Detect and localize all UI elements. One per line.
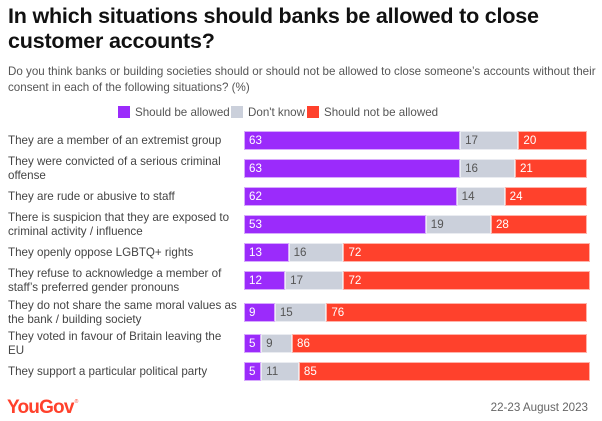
data-label-don-t-know: 14 (461, 190, 475, 203)
data-label-should-not-be-allowed: 20 (523, 134, 537, 147)
data-label-should-not-be-allowed: 85 (303, 365, 317, 378)
legend-label: Should be allowed (135, 105, 230, 119)
data-label-don-t-know: 17 (465, 134, 478, 147)
data-label-don-t-know: 9 (266, 337, 273, 350)
data-label-should-not-be-allowed: 86 (297, 337, 310, 350)
bar-don-t-know (456, 187, 505, 206)
legend-item-dont-know: Don't know (231, 104, 305, 120)
data-label-should-be-allowed: 63 (249, 162, 262, 175)
bar-should-not-be-allowed (326, 303, 587, 322)
legend: Should be allowed Don't know Should not … (0, 104, 602, 120)
legend-swatch-should-not-be-allowed (307, 106, 319, 118)
bar-should-be-allowed (244, 187, 457, 206)
bar-should-not-be-allowed (514, 159, 587, 178)
legend-label: Don't know (248, 105, 305, 119)
category-label: They openly oppose LGBTQ+ rights (8, 245, 194, 259)
bar-should-not-be-allowed (490, 215, 587, 234)
legend-swatch-should-be-allowed (118, 106, 130, 118)
bar-don-t-know (285, 271, 344, 290)
category-label: They do not share the same moral values … (8, 298, 237, 326)
bar-should-not-be-allowed (343, 271, 591, 290)
legend-label: Should not be allowed (324, 105, 439, 119)
data-label-should-be-allowed: 63 (249, 134, 262, 147)
bar-don-t-know (261, 334, 292, 353)
data-label-should-not-be-allowed: 72 (348, 246, 362, 259)
bar-should-not-be-allowed (292, 334, 587, 353)
data-label-should-be-allowed: 12 (249, 274, 262, 287)
category-label: There is suspicion that they are exposed… (8, 210, 230, 238)
bar-should-be-allowed (244, 131, 461, 150)
data-label-should-not-be-allowed: 72 (348, 274, 362, 287)
bar-should-not-be-allowed (518, 131, 587, 150)
data-label-don-t-know: 11 (266, 365, 279, 378)
bar-don-t-know (425, 215, 491, 234)
bar-don-t-know (261, 362, 299, 381)
bar-should-be-allowed (244, 362, 262, 381)
data-label-should-not-be-allowed: 76 (331, 306, 345, 319)
chart-subtitle: Do you think banks or building societies… (8, 65, 596, 94)
data-label-should-be-allowed: 9 (249, 306, 256, 319)
bar-don-t-know (460, 131, 519, 150)
bar-should-be-allowed (244, 334, 262, 353)
data-label-don-t-know: 16 (465, 162, 478, 175)
bar-should-not-be-allowed (504, 187, 587, 206)
chart-title: In which situations should banks be allo… (8, 4, 539, 53)
category-label: They were convicted of a serious crimina… (8, 154, 221, 182)
data-label-should-not-be-allowed: 24 (509, 190, 523, 203)
bar-don-t-know (288, 243, 344, 262)
data-label-should-be-allowed: 13 (249, 246, 262, 259)
data-label-don-t-know: 17 (290, 274, 304, 287)
legend-item-should-be-allowed: Should be allowed (118, 104, 230, 120)
brand-name: YouGov (7, 397, 74, 418)
category-label: They are rude or abusive to staff (8, 189, 175, 203)
legend-swatch-dont-know (231, 106, 243, 118)
data-label-don-t-know: 19 (430, 218, 444, 231)
data-label-should-be-allowed: 53 (249, 218, 262, 231)
category-label: They are a member of an extremist group (8, 133, 222, 147)
bar-should-be-allowed (244, 271, 286, 290)
data-label-should-not-be-allowed: 28 (495, 218, 509, 231)
bar-should-not-be-allowed (298, 362, 591, 381)
data-label-don-t-know: 16 (293, 246, 307, 259)
category-label: They voted in favour of Britain leaving … (8, 329, 222, 357)
data-label-don-t-know: 15 (279, 306, 293, 319)
bar-should-not-be-allowed (343, 243, 591, 262)
legend-item-should-not-be-allowed: Should not be allowed (307, 104, 438, 120)
category-label: They refuse to acknowledge a member of s… (8, 266, 222, 294)
category-label: They support a particular political part… (8, 364, 208, 378)
survey-date: 22-23 August 2023 (490, 401, 588, 414)
yougov-logo: YouGov® (7, 397, 79, 419)
data-label-should-be-allowed: 5 (249, 337, 256, 350)
bar-should-be-allowed (244, 303, 275, 322)
bar-should-be-allowed (244, 215, 426, 234)
bar-don-t-know (274, 303, 327, 322)
data-label-should-not-be-allowed: 21 (519, 162, 533, 175)
data-label-should-be-allowed: 62 (249, 190, 262, 203)
bar-don-t-know (460, 159, 515, 178)
data-label-should-be-allowed: 5 (249, 365, 256, 378)
registered-mark: ® (74, 399, 79, 405)
bar-should-be-allowed (244, 159, 461, 178)
bar-should-be-allowed (244, 243, 289, 262)
